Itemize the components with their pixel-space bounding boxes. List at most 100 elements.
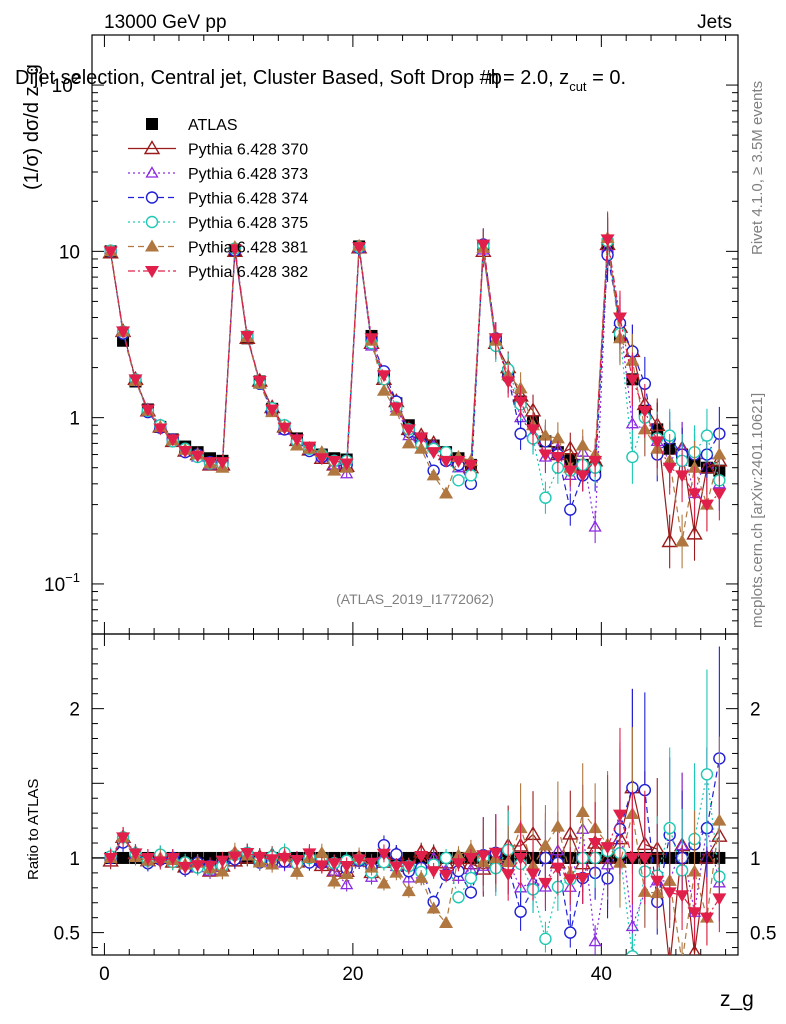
legend-label-pythia-6-428-373: Pythia 6.428 373	[188, 166, 308, 183]
ratio-point-pythia-6-428-382	[265, 854, 280, 867]
ratio-tick-label-right: 0.5	[750, 924, 776, 945]
ratio-point-pythia-6-428-382	[600, 842, 615, 855]
ratio-point-pythia-6-428-382	[277, 852, 292, 865]
ratio-point-pythia-6-428-375	[452, 891, 465, 904]
point-pythia-6-428-382	[364, 333, 379, 346]
legend-marker-pythia-6-428-381	[145, 239, 159, 252]
legend: ATLAS Pythia 6.428 370 Pythia 6.428 373 Pyt…	[128, 117, 308, 281]
ratio-point-pythia-6-428-370	[688, 944, 701, 955]
ratio-point-pythia-6-428-382	[215, 855, 230, 868]
x-tick-label: 40	[591, 964, 612, 985]
point-pythia-6-428-375	[700, 429, 714, 442]
point-pythia-6-428-381	[426, 468, 441, 481]
y-axis-title: (1/σ) dσ/d z_g	[21, 64, 43, 190]
ratio-point-pythia-6-428-382	[439, 869, 454, 882]
x-tick-label: 20	[342, 964, 363, 985]
point-pythia-6-428-382	[178, 446, 193, 459]
point-pythia-6-428-382	[153, 423, 168, 436]
ratio-point-pythia-6-428-382	[203, 860, 218, 873]
ratio-point-pythia-6-428-381	[215, 864, 230, 877]
point-pythia-6-428-375	[626, 450, 639, 464]
ratio-point-pythia-6-428-382	[376, 848, 391, 861]
point-pythia-6-428-382	[588, 455, 603, 468]
ratio-point-pythia-6-428-381	[575, 805, 590, 818]
legend-marker-pythia-6-428-382	[145, 266, 159, 278]
ratio-point-pythia-6-428-382	[687, 907, 702, 920]
plot-title-suffix: = 0.	[587, 67, 626, 89]
ratio-point-pythia-6-428-382	[153, 856, 168, 869]
ratio-point-pythia-6-428-370	[663, 959, 677, 971]
y-tick-label: 1	[69, 409, 80, 430]
legend-label-atlas: ATLAS	[188, 117, 238, 134]
ratio-point-pythia-6-428-382	[289, 854, 304, 867]
ratio-point-pythia-6-428-375	[464, 871, 478, 885]
point-pythia-6-428-382	[265, 404, 280, 417]
series-line-pythia-6-428-373	[110, 247, 720, 528]
ratio-point-pythia-6-428-381	[550, 819, 565, 832]
point-pythia-6-428-382	[401, 424, 416, 437]
legend-label-pythia-6-428-382: Pythia 6.428 382	[188, 264, 308, 281]
ratio-point-pythia-6-428-381	[289, 864, 304, 877]
legend-marker-pythia-6-428-375	[145, 215, 159, 229]
legend-label-pythia-6-428-374: Pythia 6.428 374	[188, 191, 308, 208]
y-tick-label: 10−1	[44, 570, 80, 596]
point-pythia-6-428-382	[414, 432, 429, 445]
series-line-pythia-6-428-374	[110, 244, 720, 512]
legend-marker-atlas	[146, 118, 158, 130]
point-pythia-6-428-382	[165, 434, 180, 447]
x-tick-label: 0	[99, 964, 110, 985]
ratio-point-pythia-6-428-382	[612, 809, 627, 822]
y-tick-label: 102	[52, 71, 80, 97]
ratio-point-pythia-6-428-375	[439, 851, 453, 865]
ratio-point-pythia-6-428-382	[364, 857, 379, 870]
ratio-point-pythia-6-428-373	[625, 919, 640, 932]
point-pythia-6-428-382	[252, 376, 267, 389]
point-pythia-6-428-382	[526, 424, 541, 437]
point-pythia-6-428-381	[401, 436, 416, 449]
ratio-point-pythia-6-428-382	[401, 861, 416, 874]
point-pythia-6-428-373	[625, 416, 640, 429]
plot-title-mid: = 2.0, z	[503, 67, 569, 89]
point-pythia-6-428-382	[389, 402, 404, 415]
ratio-point-pythia-6-428-381	[712, 813, 727, 826]
ratio-series-layer	[102, 646, 728, 971]
y-tick-label-exp: −1	[65, 570, 80, 585]
ratio-point-pythia-6-428-382	[352, 854, 367, 867]
ratio-point-pythia-6-428-382	[128, 848, 143, 861]
ratio-point-pythia-6-428-370	[562, 825, 579, 840]
point-pythia-6-428-381	[538, 428, 553, 441]
legend-label-pythia-6-428-370: Pythia 6.428 370	[188, 142, 308, 159]
point-pythia-6-428-374	[564, 503, 577, 516]
x-axis-title: z_g	[720, 988, 754, 1011]
ratio-tick-label: 0.5	[54, 924, 80, 945]
ratio-point-pythia-6-428-381	[439, 915, 454, 928]
point-pythia-6-428-382	[289, 434, 304, 447]
ratio-plot-frame	[91, 633, 739, 956]
ratio-point-pythia-6-428-381	[414, 870, 429, 883]
ratio-point-pythia-6-428-381	[463, 842, 478, 855]
eta-glyph: η	[488, 67, 499, 89]
point-pythia-6-428-382	[650, 436, 665, 449]
ratio-point-pythia-6-428-381	[675, 955, 689, 967]
point-pythia-6-428-382	[302, 441, 317, 454]
point-pythia-6-428-382	[314, 453, 329, 466]
ratio-point-pythia-6-428-373	[402, 871, 416, 883]
ratio-point-pythia-6-428-381	[538, 838, 553, 851]
ratio-point-pythia-6-428-381	[451, 848, 466, 861]
point-pythia-6-428-382	[550, 451, 565, 464]
point-pythia-6-428-382	[675, 470, 690, 483]
y-tick-label: 10	[59, 242, 80, 263]
ratio-point-atlas	[117, 851, 130, 864]
point-pythia-6-428-382	[699, 499, 714, 512]
ratio-point-pythia-6-428-382	[302, 848, 317, 861]
point-pythia-6-428-382	[476, 239, 491, 252]
point-pythia-6-428-382	[712, 488, 727, 501]
point-pythia-6-428-381	[376, 383, 391, 396]
ratio-point-pythia-6-428-373	[340, 877, 354, 890]
point-pythia-6-428-381	[575, 438, 590, 451]
point-pythia-6-428-382	[563, 465, 578, 478]
ratio-point-pythia-6-428-382	[699, 912, 714, 925]
point-pythia-6-428-382	[352, 242, 367, 255]
plot-title: Dijet selection, Central jet, Cluster Ba…	[15, 67, 626, 94]
